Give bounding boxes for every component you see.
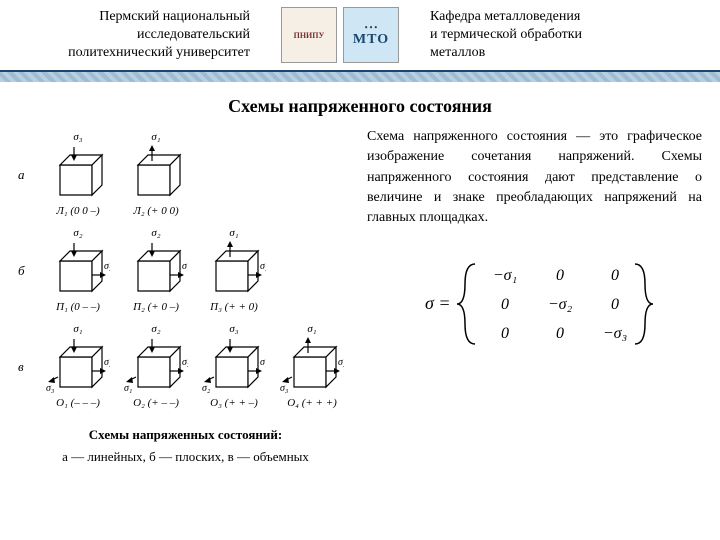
svg-text:σ₂: σ₂ bbox=[104, 357, 110, 368]
svg-text:σ₃: σ₃ bbox=[182, 357, 188, 368]
header-logos: ПНИПУ • • • МТО bbox=[260, 0, 420, 70]
svg-text:σ₁: σ₁ bbox=[182, 261, 188, 272]
title-band bbox=[0, 72, 720, 82]
svg-text:σ₂: σ₂ bbox=[260, 261, 266, 272]
cube-bottom-label: О₁ (– – –) bbox=[56, 397, 100, 411]
header-right: Кафедра металловедения и термической обр… bbox=[420, 0, 720, 70]
cube-bottom-label: П₃ (+ + 0) bbox=[210, 301, 258, 315]
svg-text:σ₁: σ₁ bbox=[124, 383, 132, 394]
cube-bottom-label: П₂ (+ 0 –) bbox=[133, 301, 179, 315]
cube-bottom-label: О₂ (+ – –) bbox=[133, 397, 179, 411]
m21: 0 bbox=[501, 296, 509, 313]
sigma-top: σ₁ bbox=[73, 323, 82, 337]
content: аσ₃ Л₁ (0 0 –)σ₁ Л₂ (+ 0 0)бσ₂ σ₃ П₁ (0 … bbox=[0, 127, 720, 465]
logo2-text: МТО bbox=[353, 32, 389, 48]
page-title: Схемы напряженного состояния bbox=[0, 82, 720, 127]
cube-icon bbox=[124, 145, 188, 203]
header-left-line2: исследовательский bbox=[4, 26, 250, 44]
cube-icon: σ₂ bbox=[202, 241, 266, 299]
caption-line2: а — линейных, б — плоских, в — объемных bbox=[18, 449, 353, 465]
logo-pnipu-icon: ПНИПУ bbox=[281, 7, 337, 63]
cube-icon bbox=[46, 145, 110, 203]
header-left-line3: политехнический университет bbox=[4, 44, 250, 62]
svg-text:σ₃: σ₃ bbox=[280, 383, 289, 394]
sigma-top: σ₁ bbox=[229, 227, 238, 241]
header-left-line1: Пермский национальный bbox=[4, 8, 250, 26]
description: Схема напряженного состояния — это графи… bbox=[367, 127, 702, 228]
cube-unit: σ₁ Л₂ (+ 0 0) bbox=[124, 131, 188, 219]
cube-bottom-label: О₄ (+ + +) bbox=[287, 397, 337, 411]
sigma-top: σ₃ bbox=[73, 131, 82, 145]
cube-bottom-label: Л₁ (0 0 –) bbox=[56, 205, 99, 219]
cube-icon: σ₁ bbox=[124, 241, 188, 299]
diagram-row: бσ₂ σ₃ П₁ (0 – –)σ₂ σ₁ П₂ (+ 0 –)σ₁ σ₂ П… bbox=[18, 227, 353, 315]
m12: 0 bbox=[556, 267, 564, 284]
cube-icon: σ₁ σ₂ bbox=[202, 337, 266, 395]
cube-bottom-label: П₁ (0 – –) bbox=[56, 301, 100, 315]
cube-bottom-label: О₃ (+ + –) bbox=[210, 397, 258, 411]
header-right-line1: Кафедра металловедения bbox=[430, 8, 710, 26]
cube-icon: σ₂ σ₃ bbox=[46, 337, 110, 395]
m32: 0 bbox=[556, 325, 564, 342]
matrix-lhs: σ = bbox=[425, 293, 451, 313]
row-label: в bbox=[18, 359, 32, 375]
cube-icon: σ₃ bbox=[46, 241, 110, 299]
text-column: Схема напряженного состояния — это графи… bbox=[367, 127, 702, 465]
svg-text:σ₃: σ₃ bbox=[104, 261, 110, 272]
cube-unit: σ₁ σ₂ σ₃ О₄ (+ + +) bbox=[280, 323, 344, 411]
m23: 0 bbox=[611, 296, 619, 313]
sigma-top: σ₂ bbox=[151, 323, 160, 337]
stress-diagrams: аσ₃ Л₁ (0 0 –)σ₁ Л₂ (+ 0 0)бσ₂ σ₃ П₁ (0 … bbox=[18, 127, 353, 411]
m22: −σ₂ bbox=[547, 296, 572, 313]
brace-left-icon bbox=[457, 264, 475, 344]
diagram-caption: Схемы напряженных состояний: а — линейны… bbox=[18, 427, 353, 465]
cube-icon: σ₃ σ₁ bbox=[124, 337, 188, 395]
m33: −σ₃ bbox=[602, 325, 626, 342]
header-right-line2: и термической обработки bbox=[430, 26, 710, 44]
sigma-top: σ₁ bbox=[151, 131, 160, 145]
cube-unit: σ₂ σ₃ П₁ (0 – –) bbox=[46, 227, 110, 315]
cube-unit: σ₁ σ₂ σ₃ О₁ (– – –) bbox=[46, 323, 110, 411]
svg-text:σ₃: σ₃ bbox=[46, 383, 55, 394]
logo1-text: ПНИПУ bbox=[294, 31, 325, 40]
cube-unit: σ₃ Л₁ (0 0 –) bbox=[46, 131, 110, 219]
logo-mto-icon: • • • МТО bbox=[343, 7, 399, 63]
m13: 0 bbox=[611, 267, 619, 284]
brace-right-icon bbox=[635, 264, 653, 344]
diagram-row: вσ₁ σ₂ σ₃ О₁ (– – –)σ₂ σ₃ σ₁ О₂ (+ – –)σ… bbox=[18, 323, 353, 411]
cube-unit: σ₂ σ₁ П₂ (+ 0 –) bbox=[124, 227, 188, 315]
cube-unit: σ₃ σ₁ σ₂ О₃ (+ + –) bbox=[202, 323, 266, 411]
m11: −σ₁ bbox=[492, 267, 516, 284]
m31: 0 bbox=[501, 325, 509, 342]
row-label: а bbox=[18, 167, 32, 183]
caption-line1: Схемы напряженных состояний: bbox=[18, 427, 353, 443]
header-right-line3: металлов bbox=[430, 44, 710, 62]
diagram-row: аσ₃ Л₁ (0 0 –)σ₁ Л₂ (+ 0 0) bbox=[18, 131, 353, 219]
svg-text:σ₂: σ₂ bbox=[202, 383, 211, 394]
cube-unit: σ₂ σ₃ σ₁ О₂ (+ – –) bbox=[124, 323, 188, 411]
cube-unit: σ₁ σ₂ П₃ (+ + 0) bbox=[202, 227, 266, 315]
svg-text:σ₂: σ₂ bbox=[338, 357, 344, 368]
cube-icon: σ₂ σ₃ bbox=[280, 337, 344, 395]
sigma-top: σ₁ bbox=[307, 323, 316, 337]
svg-text:σ₁: σ₁ bbox=[260, 357, 266, 368]
sigma-top: σ₃ bbox=[229, 323, 238, 337]
sigma-top: σ₂ bbox=[151, 227, 160, 241]
stress-tensor-matrix: σ = −σ₁ 0 0 0 −σ₂ 0 0 0 −σ₃ bbox=[367, 254, 702, 354]
diagram-column: аσ₃ Л₁ (0 0 –)σ₁ Л₂ (+ 0 0)бσ₂ σ₃ П₁ (0 … bbox=[18, 127, 353, 465]
header: Пермский национальный исследовательский … bbox=[0, 0, 720, 72]
sigma-top: σ₂ bbox=[73, 227, 82, 241]
header-left: Пермский национальный исследовательский … bbox=[0, 0, 260, 70]
row-label: б bbox=[18, 263, 32, 279]
cube-bottom-label: Л₂ (+ 0 0) bbox=[133, 205, 178, 219]
